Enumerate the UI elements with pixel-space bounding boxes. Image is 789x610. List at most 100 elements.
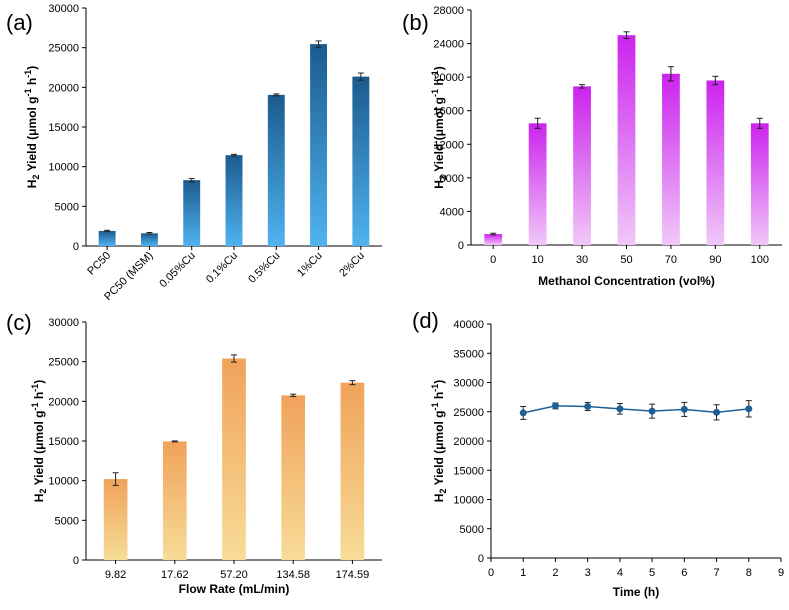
panel-b-xtick-label: 70: [665, 254, 677, 266]
panel-a-y-axis-title-part: μ: [25, 128, 39, 135]
panel-c-xtick-label: 134.58: [276, 569, 310, 581]
panel-d-xtick-label: 7: [713, 567, 719, 579]
panel-b-xtick-label: 30: [576, 254, 588, 266]
panel-a-bar: [267, 94, 285, 247]
panel-c-ytick-label: 5000: [55, 515, 79, 527]
panel-d-xtick-label: 3: [585, 567, 591, 579]
panel-a-bar: [225, 155, 243, 246]
panel-d-point: [616, 405, 624, 413]
panel-d-y-axis-title-part: -1: [430, 384, 440, 392]
panel-d-series-line: [523, 405, 749, 414]
panel-d-xtick-label: 6: [681, 567, 687, 579]
panel-d-ytick-label: 35000: [453, 348, 484, 360]
panel-b-bar: [750, 123, 769, 245]
panel-b-x-axis-title: Methanol Concentration (vol%): [538, 274, 715, 288]
panel-b-ytick-label: 20000: [433, 72, 464, 84]
panel-a-xtick-label: 2%Cu: [337, 250, 367, 280]
panel-a-ytick-label: 20000: [48, 82, 79, 94]
panel-a-ytick-label: 5000: [55, 201, 79, 213]
panel-d-ytick-label: 10000: [453, 495, 484, 507]
panel-a-xtick-label: 0.05%Cu: [157, 250, 197, 290]
panel-b-ytick-label: 16000: [433, 106, 464, 118]
panel-c-y-axis-title-part: h: [32, 392, 46, 403]
panel-a-ytick-label: 10000: [48, 162, 79, 174]
panel-b-y-axis-title-part: -1: [430, 89, 440, 97]
panel-c-ytick-label: 25000: [48, 357, 79, 369]
panel-d-ytick-label: 25000: [453, 407, 484, 419]
panel-c-ytick-label: 30000: [48, 317, 79, 329]
panel-a-bar: [352, 76, 370, 246]
panel-b-y-axis-title-part: ): [432, 66, 446, 70]
panel-c-bar: [162, 441, 187, 560]
panel-b-bar: [617, 35, 636, 245]
panel-d-point: [713, 408, 721, 416]
panel-d-x-axis-title: Time (h): [613, 585, 659, 599]
panel-a-y-axis-title-part: -1: [23, 88, 33, 96]
panel-d-xtick-label: 9: [778, 567, 784, 579]
panel-d-ytick-label: 0: [478, 553, 484, 565]
panel-a-ytick-label: 0: [73, 241, 79, 253]
panel-b-bar: [528, 123, 547, 245]
panel-b-y-axis-title-part: 2: [438, 175, 448, 180]
panel-a-y-axis-title-part: Yield (: [25, 136, 39, 175]
panel-b-xtick-label: 0: [490, 254, 496, 266]
panel-d-point: [551, 402, 559, 410]
panel-a-ytick-label: 25000: [48, 43, 79, 55]
panel-b-bar: [662, 73, 680, 246]
panel-d-y-axis-title-part: Yield (: [432, 450, 446, 489]
panel-a-label: (a): [6, 10, 33, 35]
panel-d-y-axis-title: H2 Yield (μmol g-1 h-1): [430, 380, 448, 502]
panel-a-xtick-label: 0.1%Cu: [204, 250, 240, 286]
panel-b-ytick-label: 28000: [433, 5, 464, 17]
panel-c-y-axis-title-part: 2: [38, 489, 48, 494]
panel-b-ytick-label: 24000: [433, 39, 464, 51]
panel-d-point: [584, 402, 592, 410]
panel-c-ytick-label: 15000: [48, 436, 79, 448]
panel-d-y-axis-title-part: H: [432, 494, 446, 503]
panel-d-point: [680, 405, 688, 413]
panel-b-y-axis-title-part: Yield (: [432, 136, 446, 175]
panel-d-ytick-label: 30000: [453, 378, 484, 390]
panel-d-xtick-label: 4: [617, 567, 623, 579]
panel-c-y-axis-title-part: H: [32, 494, 46, 503]
panel-a-ytick-label: 15000: [48, 122, 79, 134]
panel-b-ytick-label: 4000: [440, 206, 464, 218]
panel-a-ytick-label: 30000: [48, 3, 79, 15]
panel-c-ytick-label: 0: [73, 555, 79, 567]
panel-c-y-axis-title: H2 Yield (μmol g-1 h-1): [30, 380, 48, 502]
panel-d-point: [648, 407, 656, 415]
panel-d-ytick-label: 20000: [453, 436, 484, 448]
panel-a-bar: [183, 180, 201, 246]
panel-a-y-axis-title: H2 Yield (μmol g-1 h-1): [23, 66, 41, 188]
panel-b-y-axis-title-part: μ: [432, 129, 446, 136]
panel-c-label: (c): [6, 310, 32, 335]
panel-a-xtick-label: 1%Cu: [295, 250, 325, 280]
panel-a-bar: [310, 44, 328, 247]
panel-d-xtick-label: 2: [552, 567, 558, 579]
panel-b-bar: [706, 80, 725, 245]
panel-a-y-axis-title-part: ): [25, 66, 39, 70]
panel-d-xtick-label: 0: [488, 567, 494, 579]
panel-c-ytick-label: 10000: [48, 476, 79, 488]
panel-d-ytick-label: 5000: [460, 524, 484, 536]
panel-c-xtick-label: 9.82: [105, 569, 126, 581]
panel-d-point: [519, 409, 527, 417]
panel-a-y-axis-title-part: H: [25, 180, 39, 189]
panel-d-y-axis-title-part: -1: [430, 402, 440, 410]
panel-c-y-axis-title-part: Yield (: [32, 450, 46, 489]
panel-b-bar: [484, 234, 503, 245]
panel-b-xtick-label: 50: [620, 254, 632, 266]
panel-c-y-axis-title-part: -1: [30, 384, 40, 392]
panel-b-xtick-label: 90: [709, 254, 721, 266]
panel-b-y-axis-title-part: -1: [430, 70, 440, 78]
panel-b-xtick-label: 10: [532, 254, 544, 266]
panel-b-xtick-label: 100: [751, 254, 769, 266]
panel-c-y-axis-title-part: ): [32, 380, 46, 384]
panel-d-ytick-label: 15000: [453, 465, 484, 477]
panel-a-y-axis-title-part: mol g: [25, 96, 39, 128]
panel-a-xtick-label: 0.5%Cu: [246, 250, 282, 286]
panel-d-y-axis-title-part: mol g: [432, 410, 446, 442]
panel-c-y-axis-title-part: mol g: [32, 410, 46, 442]
panel-a-y-axis-title-part: 2: [31, 175, 41, 180]
